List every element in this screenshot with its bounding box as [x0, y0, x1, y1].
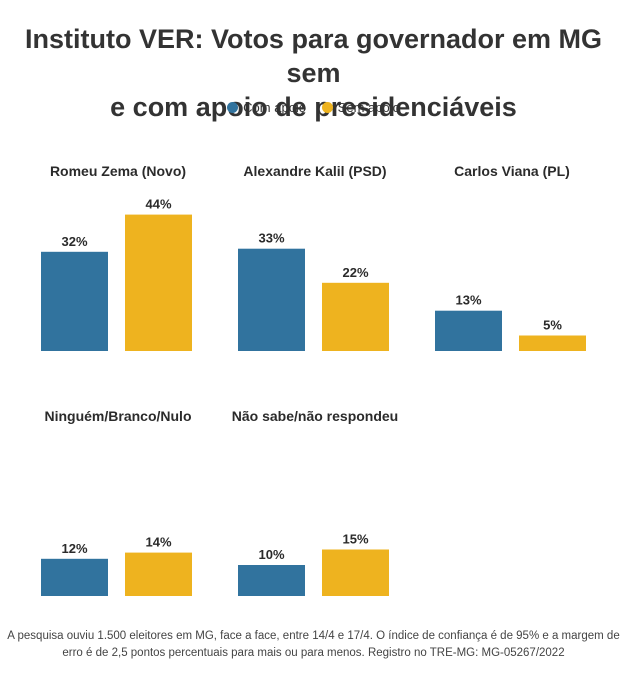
bar-com-apoio — [238, 248, 305, 351]
panel-romeu-zema-novo: Romeu Zema (Novo) 32% 44% — [41, 163, 192, 351]
panel-ninguem-branco-nulo: Ninguém/Branco/Nulo 12% 14% — [41, 408, 192, 596]
bar-value-label: 33% — [258, 231, 284, 246]
legend: Com apoio Sem apoio — [0, 100, 627, 116]
bar-value-label: 12% — [61, 541, 87, 556]
bar-com-apoio — [41, 251, 108, 351]
bar-sem-apoio — [322, 549, 389, 596]
legend-item-sem-apoio: Sem apoio — [321, 100, 400, 115]
bar-value-label: 44% — [145, 197, 171, 212]
legend-label-sem-apoio: Sem apoio — [337, 100, 400, 115]
legend-label-com-apoio: Com apoio — [243, 100, 307, 115]
panel-nao-sabe-nao-respondeu: Não sabe/não respondeu 10% 15% — [232, 408, 398, 596]
bar-com-apoio — [41, 558, 108, 596]
bar-sem-apoio — [322, 282, 389, 351]
panel-title: Alexandre Kalil (PSD) — [243, 163, 386, 179]
bar-value-label: 15% — [342, 532, 368, 547]
panel-title: Romeu Zema (Novo) — [50, 163, 186, 179]
panel-carlos-viana-pl: Carlos Viana (PL) 13% 5% — [435, 163, 586, 351]
legend-swatch-sem-apoio — [321, 102, 333, 113]
chart-title: Instituto VER: Votos para governador em … — [0, 22, 627, 124]
bar-com-apoio — [435, 310, 502, 351]
panel-title: Não sabe/não respondeu — [232, 408, 398, 424]
bar-value-label: 32% — [61, 234, 87, 249]
bar-value-label: 22% — [342, 265, 368, 280]
panel-alexandre-kalil-psd: Alexandre Kalil (PSD) 33% 22% — [238, 163, 389, 351]
bar-sem-apoio — [125, 552, 192, 596]
chart-title-line-1: Instituto VER: Votos para governador em … — [24, 24, 603, 88]
bar-sem-apoio — [519, 335, 586, 351]
bar-value-label: 5% — [543, 318, 562, 333]
legend-item-com-apoio: Com apoio — [227, 100, 306, 115]
bar-value-label: 10% — [258, 547, 284, 562]
bar-value-label: 13% — [455, 293, 481, 308]
chart-title-line-2: e com apoio de presidenciáveis — [110, 92, 517, 122]
bar-value-label: 14% — [145, 535, 171, 550]
footnote: A pesquisa ouviu 1.500 eleitores em MG, … — [0, 628, 627, 662]
panel-title: Ninguém/Branco/Nulo — [44, 408, 191, 424]
legend-swatch-com-apoio — [227, 102, 239, 113]
bar-com-apoio — [238, 565, 305, 596]
footnote-line-2: erro é de 2,5 pontos percentuais para ma… — [62, 647, 565, 659]
bar-sem-apoio — [125, 214, 192, 351]
panel-title: Carlos Viana (PL) — [454, 163, 570, 179]
footnote-line-1: A pesquisa ouviu 1.500 eleitores em MG, … — [7, 630, 620, 642]
bar-chart-panels: Romeu Zema (Novo) 32% 44% Alexandre Kalil (… — [41, 163, 586, 596]
